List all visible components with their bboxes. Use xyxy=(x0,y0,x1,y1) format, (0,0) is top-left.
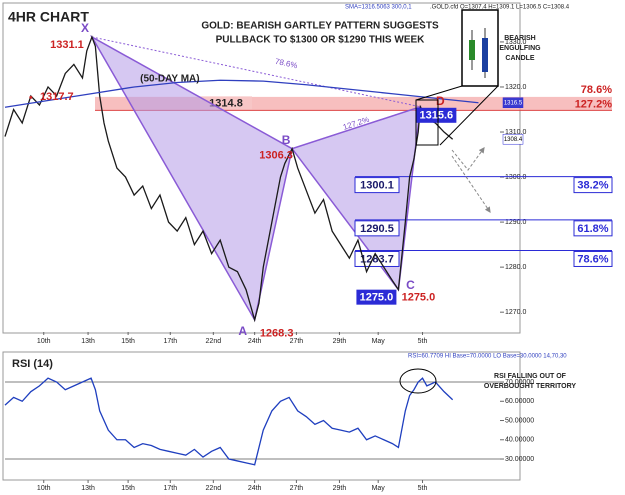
x-tick-label: May xyxy=(372,485,386,492)
x-tick-label: 5th xyxy=(418,485,428,492)
ma-point xyxy=(29,95,33,99)
price-marker-label: 1308.4 xyxy=(504,137,523,143)
series-label: (50-DAY MA) xyxy=(140,74,199,85)
chart-title: 4HR CHART xyxy=(8,9,89,25)
point-box xyxy=(356,289,397,305)
y-tick-label: 30.00000 xyxy=(505,456,534,463)
headline: PULLBACK TO $1300 OR $1290 THIS WEEK xyxy=(216,35,426,46)
y-tick-label: 1290.0 xyxy=(505,219,527,226)
x-tick-label: 10th xyxy=(37,485,51,492)
y-tick-label: 70.00000 xyxy=(505,379,534,386)
point-label: 1306.3 xyxy=(259,150,293,162)
x-tick-label: May xyxy=(372,338,386,345)
x-tick-label: 17th xyxy=(163,485,177,492)
point-label: 1275.0 xyxy=(402,292,436,304)
price-marker xyxy=(502,133,524,145)
ratio-text: 38.2% xyxy=(577,180,608,192)
x-tick-label: 27th xyxy=(290,485,304,492)
series-line xyxy=(4,35,454,323)
x-tick-label: 24th xyxy=(248,485,262,492)
point-name: X xyxy=(81,21,89,35)
x-tick-label: 29th xyxy=(333,338,347,345)
x-tick-label: 22nd xyxy=(206,485,222,492)
point-box xyxy=(416,107,457,123)
inset-candle xyxy=(469,40,475,60)
zone-ratio: 127.2% xyxy=(575,98,613,110)
x-tick-label: 15th xyxy=(121,485,135,492)
y-tick-label: 1270.0 xyxy=(505,309,527,316)
y-tick-label: 1320.0 xyxy=(505,84,527,91)
y-tick-label: 1300.0 xyxy=(505,174,527,181)
inset-connector xyxy=(439,85,499,146)
rsi-annotation: RSI FALLING OUT OF xyxy=(494,373,567,380)
level-label: 1283.7 xyxy=(360,253,394,265)
ratio-text: 61.8% xyxy=(577,223,608,235)
rsi-title: RSI (14) xyxy=(12,358,53,370)
inset-label: ENGULFING xyxy=(499,45,541,52)
point-label: 1331.1 xyxy=(50,39,84,51)
y-tick-label: 60.00000 xyxy=(505,398,534,405)
level-box xyxy=(354,220,400,237)
level-box xyxy=(354,177,400,194)
inset-label: BEARISH xyxy=(504,35,536,42)
ma-label: 1317.7 xyxy=(40,91,74,103)
level-label: 1290.5 xyxy=(360,223,394,235)
x-tick-label: 24th xyxy=(248,338,262,345)
ratio-box xyxy=(573,177,613,194)
x-tick-label: 5th xyxy=(418,338,428,345)
y-tick-label: 1310.0 xyxy=(505,129,527,136)
point-label: 1268.3 xyxy=(260,328,294,340)
level-box xyxy=(354,250,400,267)
headline: GOLD: BEARISH GARTLEY PATTERN SUGGESTS xyxy=(201,21,439,32)
rsi-highlight xyxy=(399,368,437,394)
inset-target xyxy=(415,99,439,146)
point-name: B xyxy=(282,133,291,147)
ratio-text: 78.6% xyxy=(577,253,608,265)
pattern-bcd xyxy=(290,105,422,292)
x-tick-label: 13th xyxy=(81,485,95,492)
level-label: 1300.1 xyxy=(360,180,394,192)
ratio-box xyxy=(573,250,613,267)
point-label: 1275.0 xyxy=(360,292,394,304)
inset-candle xyxy=(482,38,488,72)
y-tick-label: 1330.0 xyxy=(505,39,527,46)
series-line xyxy=(4,377,454,466)
pattern-xab xyxy=(89,35,293,322)
y-tick-label: 40.00000 xyxy=(505,437,534,444)
x-tick-label: 17th xyxy=(163,338,177,345)
point-label: 1315.6 xyxy=(420,110,454,122)
ratio-box xyxy=(573,220,613,237)
x-tick-label: 10th xyxy=(37,338,51,345)
rsi-annotation: OVERBOUGHT TERRITORY xyxy=(484,383,577,390)
point-name: D xyxy=(436,94,445,108)
point-name: C xyxy=(406,278,415,292)
sma-info: SMA=1316.5063 300,0,1 xyxy=(345,5,412,11)
ratio-line xyxy=(291,106,421,150)
price-marker xyxy=(502,97,524,108)
rsi-info: RSI=60.7709 HI Base=70.0000 LO Base=30.0… xyxy=(408,354,567,360)
y-tick-label: 50.00000 xyxy=(505,417,534,424)
forecast-arrow xyxy=(451,147,485,171)
point-name: A xyxy=(238,324,247,338)
inset-box xyxy=(461,9,499,87)
x-tick-label: 27th xyxy=(290,338,304,345)
x-tick-label: 13th xyxy=(81,338,95,345)
x-tick-label: 15th xyxy=(121,338,135,345)
inset-connector xyxy=(415,85,463,101)
price-marker-label: 1316.5 xyxy=(504,100,523,106)
ohlc-info: .GOLD.cfd O=1307.4 H=1309.1 L=1306.5 C=1… xyxy=(430,5,570,11)
zone-ratio: 78.6% xyxy=(581,84,612,96)
forecast-arrow xyxy=(451,155,491,213)
y-tick-label: 1280.0 xyxy=(505,264,527,271)
x-tick-label: 22nd xyxy=(206,338,222,345)
rsi-panel xyxy=(2,351,521,481)
x-tick-label: 29th xyxy=(333,485,347,492)
inset-label: CANDLE xyxy=(505,55,534,62)
series-line xyxy=(4,79,479,108)
